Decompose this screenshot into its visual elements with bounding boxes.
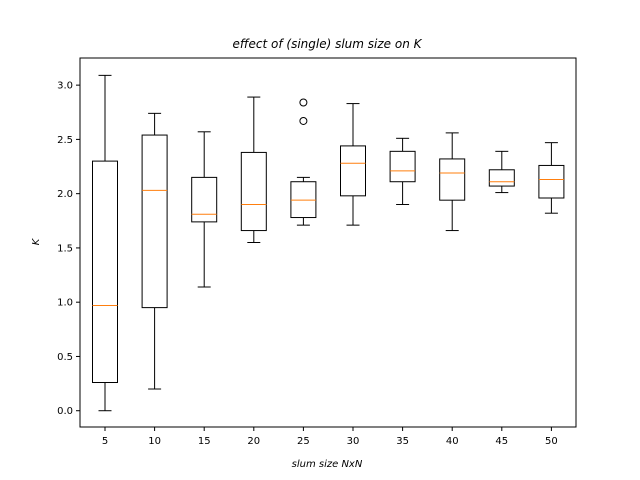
x-tick-label: 5	[102, 436, 108, 447]
box-25	[290, 98, 317, 226]
y-tick-label: 1.5	[57, 243, 73, 254]
iqr-box	[439, 158, 466, 201]
iqr-box	[240, 151, 267, 232]
box-10	[141, 112, 168, 390]
y-tick-label: 1.0	[57, 298, 73, 309]
iqr-box	[389, 150, 416, 183]
box-40	[439, 132, 466, 232]
y-tick-label: 2.0	[57, 189, 73, 200]
y-tick-label: 2.5	[57, 135, 73, 146]
box-20	[240, 96, 267, 243]
chart-title: effect of (single) slum size on K	[232, 37, 422, 51]
iqr-box	[191, 176, 218, 223]
box-35	[389, 137, 416, 206]
x-tick-label: 10	[148, 436, 161, 447]
x-tick-label: 40	[446, 436, 459, 447]
iqr-box	[488, 169, 515, 187]
iqr-box	[340, 145, 366, 197]
iqr-box	[290, 181, 317, 219]
x-axis: 5 10 15 20 25 30 35 40 45 50	[102, 427, 558, 447]
x-tick-label: 50	[545, 436, 558, 447]
x-tick-label: 30	[347, 436, 360, 447]
y-axis: 0.0 0.5 1.0 1.5 2.0 2.5 3.0	[57, 81, 80, 417]
iqr-box	[538, 164, 565, 199]
x-tick-label: 35	[396, 436, 409, 447]
y-tick-label: 3.0	[57, 81, 73, 92]
x-axis-title: slum size NxN	[292, 459, 363, 470]
y-tick-label: 0.0	[57, 406, 73, 417]
box-5	[92, 74, 118, 412]
iqr-box	[92, 160, 118, 384]
x-tick-label: 45	[495, 436, 508, 447]
outlier-point	[299, 116, 308, 125]
outlier-point	[299, 98, 308, 107]
iqr-box	[141, 134, 168, 309]
x-tick-label: 15	[198, 436, 211, 447]
boxes-group	[92, 74, 565, 412]
box-30	[340, 103, 366, 226]
box-50	[538, 142, 565, 214]
y-axis-title: K	[31, 237, 42, 245]
box-15	[191, 131, 218, 288]
y-tick-label: 0.5	[57, 352, 73, 363]
box-45	[488, 150, 515, 194]
x-tick-label: 25	[297, 436, 310, 447]
x-tick-label: 20	[247, 436, 260, 447]
plot-area-frame	[79, 57, 577, 428]
